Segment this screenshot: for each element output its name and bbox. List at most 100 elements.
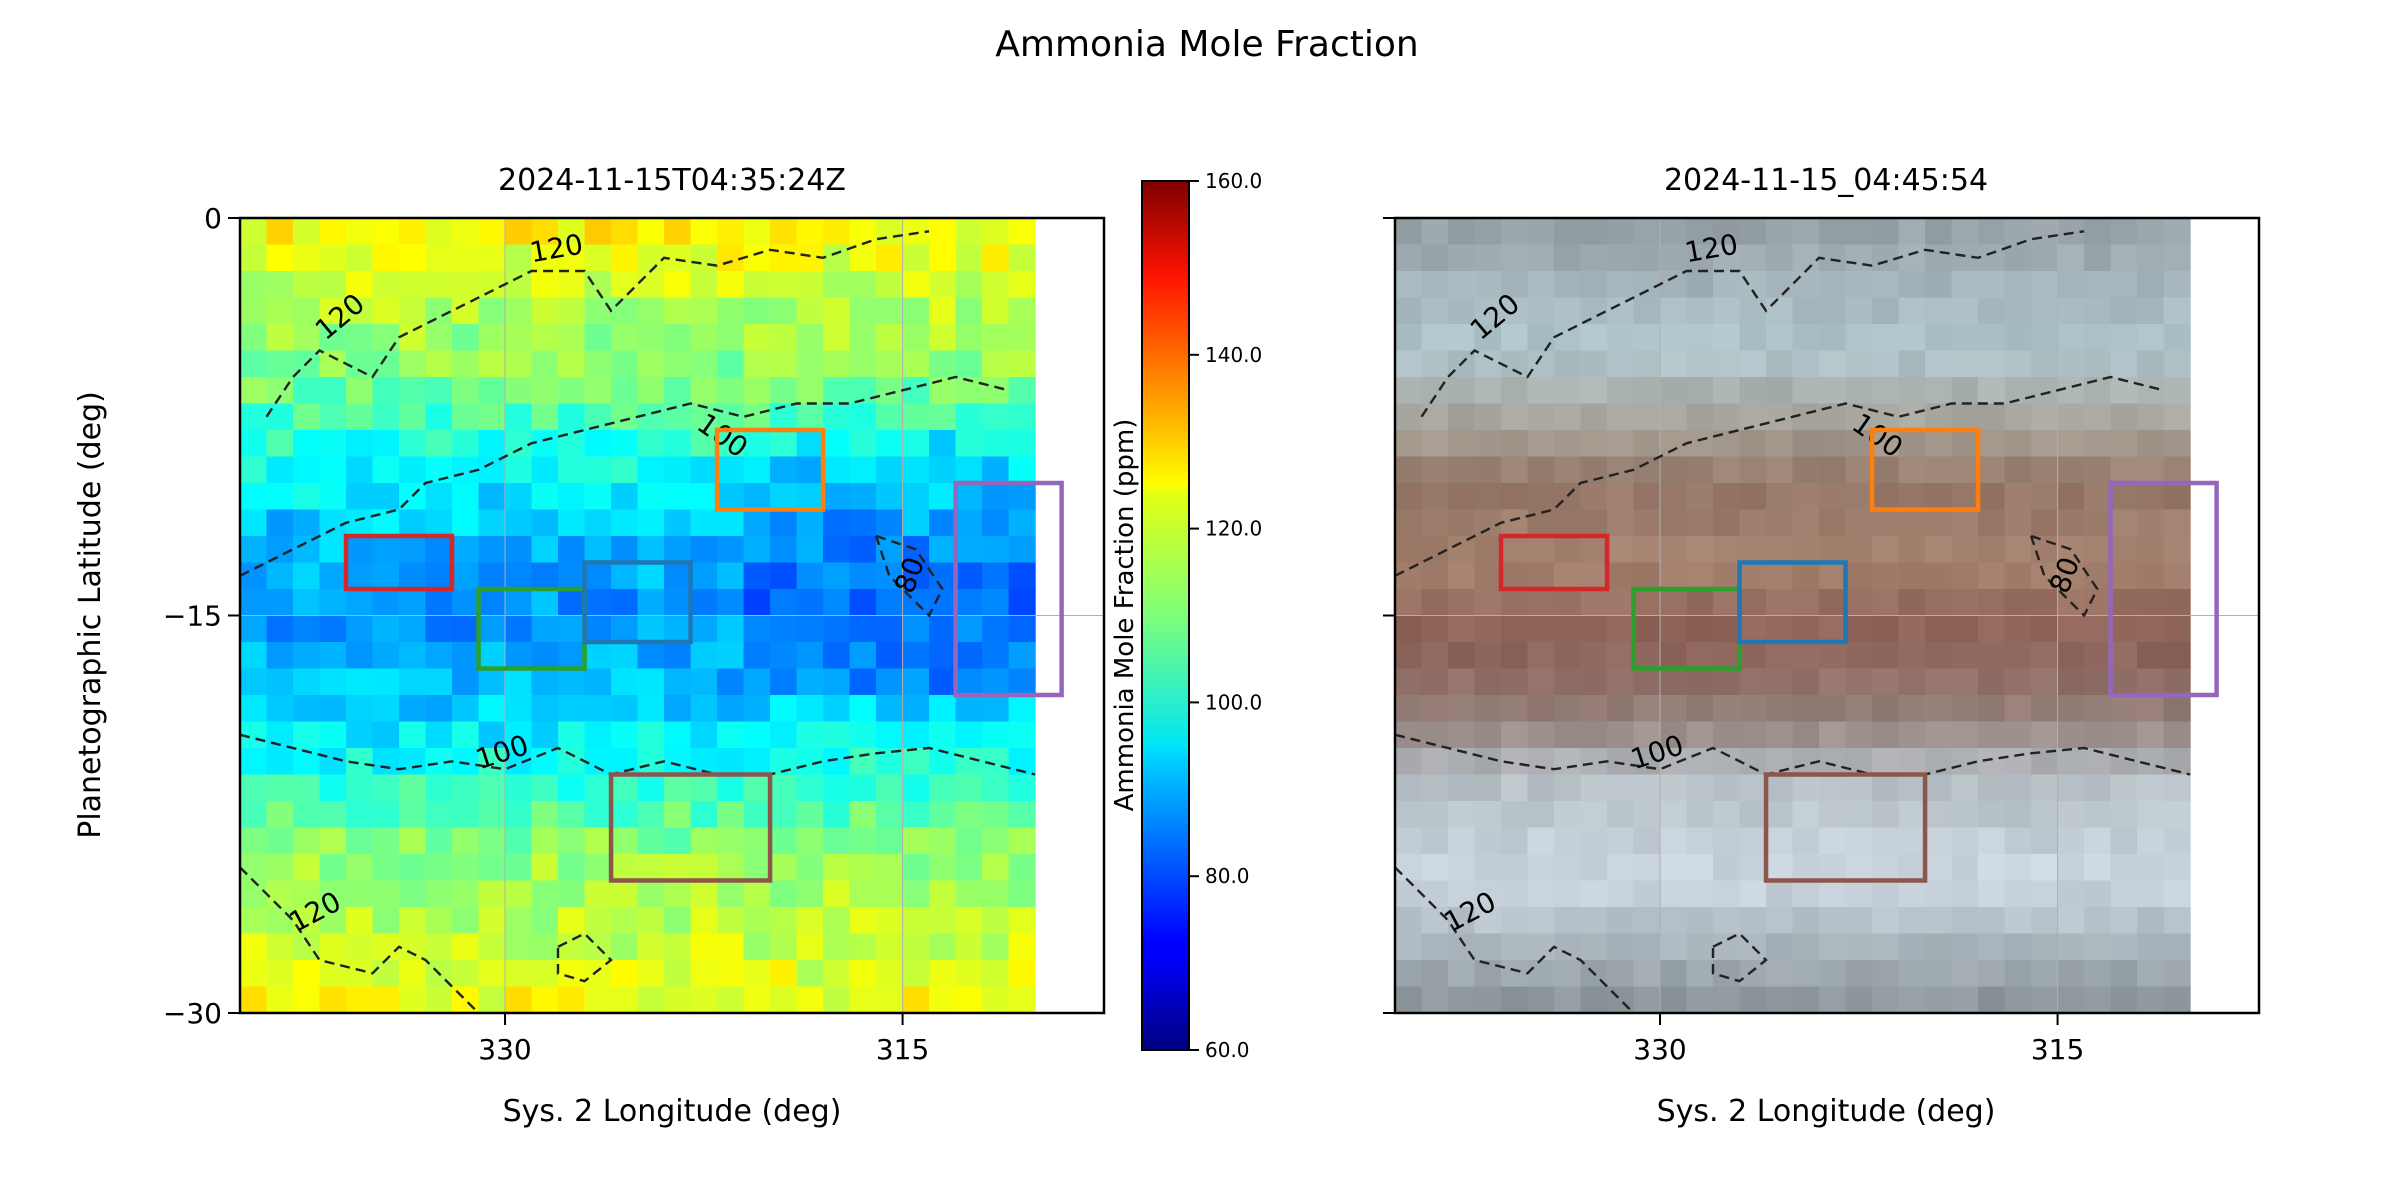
heatmap-cell bbox=[717, 562, 745, 590]
cloud-cell bbox=[2137, 589, 2165, 617]
heatmap-cell bbox=[584, 748, 612, 776]
heatmap-cell bbox=[823, 562, 851, 590]
heatmap-cell bbox=[531, 271, 559, 299]
heatmap-cell bbox=[902, 403, 930, 431]
cloud-cell bbox=[1978, 589, 2006, 617]
heatmap-cell bbox=[796, 403, 824, 431]
cloud-cell bbox=[1819, 377, 1847, 405]
heatmap-cell bbox=[796, 854, 824, 882]
cloud-cell bbox=[1660, 960, 1688, 988]
heatmap-cell bbox=[955, 350, 983, 378]
heatmap-cell bbox=[849, 907, 877, 935]
cloud-cell bbox=[1607, 854, 1635, 882]
cloud-cell bbox=[1739, 350, 1767, 378]
heatmap-cell bbox=[505, 562, 533, 590]
heatmap-cell bbox=[266, 430, 294, 458]
heatmap-cell bbox=[399, 986, 427, 1013]
heatmap-cell bbox=[505, 695, 533, 723]
heatmap-cell bbox=[319, 854, 347, 882]
cloud-cell bbox=[2163, 483, 2191, 511]
cloud-cell bbox=[1872, 483, 1900, 511]
cloud-cell bbox=[2084, 509, 2112, 537]
heatmap-cell bbox=[876, 615, 904, 643]
heatmap-cell bbox=[849, 748, 877, 776]
heatmap-cell bbox=[478, 509, 506, 537]
heatmap-cell bbox=[346, 827, 374, 855]
heatmap-cell bbox=[717, 748, 745, 776]
cloud-cell bbox=[1421, 350, 1449, 378]
heatmap-cell bbox=[425, 324, 453, 352]
cloud-cell bbox=[2004, 642, 2032, 670]
heatmap-cell bbox=[929, 907, 957, 935]
heatmap-cell bbox=[1008, 986, 1036, 1013]
cloud-cell bbox=[1686, 562, 1714, 590]
cloud-cell bbox=[1925, 403, 1953, 431]
cloud-cell bbox=[1527, 218, 1555, 246]
cloud-cell bbox=[1739, 430, 1767, 458]
heatmap-cell bbox=[558, 933, 586, 961]
heatmap-cell bbox=[849, 403, 877, 431]
cloud-cell bbox=[1580, 642, 1608, 670]
cloud-cell bbox=[1951, 350, 1979, 378]
heatmap-cell bbox=[743, 721, 771, 749]
cloud-cell bbox=[1501, 880, 1529, 908]
cloud-cell bbox=[2031, 827, 2059, 855]
cloud-cell bbox=[2110, 721, 2138, 749]
cloud-cell bbox=[1792, 827, 1820, 855]
heatmap-cell bbox=[611, 801, 639, 829]
heatmap-cell bbox=[293, 456, 321, 484]
heatmap-cell bbox=[1008, 377, 1036, 405]
cloud-cell bbox=[1925, 271, 1953, 299]
heatmap-cell bbox=[425, 297, 453, 325]
heatmap-cell bbox=[876, 403, 904, 431]
heatmap-cell bbox=[266, 377, 294, 405]
heatmap-cell bbox=[1008, 509, 1036, 537]
cloud-cell bbox=[1713, 456, 1741, 484]
cloud-cell bbox=[1819, 615, 1847, 643]
heatmap-cell bbox=[717, 218, 745, 246]
cloud-cell bbox=[1686, 218, 1714, 246]
heatmap-cell bbox=[319, 589, 347, 617]
heatmap-cell bbox=[399, 324, 427, 352]
heatmap-cell bbox=[319, 986, 347, 1013]
heatmap-cell bbox=[425, 668, 453, 696]
heatmap-cell bbox=[425, 854, 453, 882]
cloud-cell bbox=[1713, 377, 1741, 405]
cloud-cell bbox=[1421, 483, 1449, 511]
cloud-cell bbox=[2004, 986, 2032, 1013]
heatmap-cell bbox=[637, 350, 665, 378]
cloud-cell bbox=[1845, 774, 1873, 802]
cloud-cell bbox=[1421, 377, 1449, 405]
cloud-cell bbox=[1421, 430, 1449, 458]
heatmap-cell bbox=[690, 562, 718, 590]
heatmap-cell bbox=[319, 880, 347, 908]
cloud-cell bbox=[1766, 297, 1794, 325]
cloud-cell bbox=[1766, 377, 1794, 405]
heatmap-cell bbox=[982, 297, 1010, 325]
heatmap-cell bbox=[902, 483, 930, 511]
cloud-cell bbox=[1501, 986, 1529, 1013]
heatmap-cell bbox=[505, 907, 533, 935]
heatmap-cell bbox=[929, 854, 957, 882]
cloud-cell bbox=[1978, 509, 2006, 537]
cloud-cell bbox=[1395, 403, 1423, 431]
heatmap-cell bbox=[293, 377, 321, 405]
cloud-cell bbox=[2110, 324, 2138, 352]
cloud-cell bbox=[1554, 430, 1582, 458]
region-box bbox=[1869, 427, 1981, 512]
heatmap-cell bbox=[452, 562, 480, 590]
heatmap-cell bbox=[240, 986, 268, 1013]
heatmap-cell bbox=[372, 562, 400, 590]
heatmap-cell bbox=[664, 271, 692, 299]
heatmap-cell bbox=[743, 403, 771, 431]
cloud-cell bbox=[1845, 827, 1873, 855]
cloud-cell bbox=[1633, 324, 1661, 352]
heatmap-cell bbox=[690, 801, 718, 829]
cloud-cell bbox=[1845, 695, 1873, 723]
y-tick-label: 0 bbox=[204, 202, 222, 235]
heatmap-cell bbox=[982, 960, 1010, 988]
heatmap-cell bbox=[240, 589, 268, 617]
cloud-cell bbox=[1421, 509, 1449, 537]
heatmap-cell bbox=[929, 668, 957, 696]
